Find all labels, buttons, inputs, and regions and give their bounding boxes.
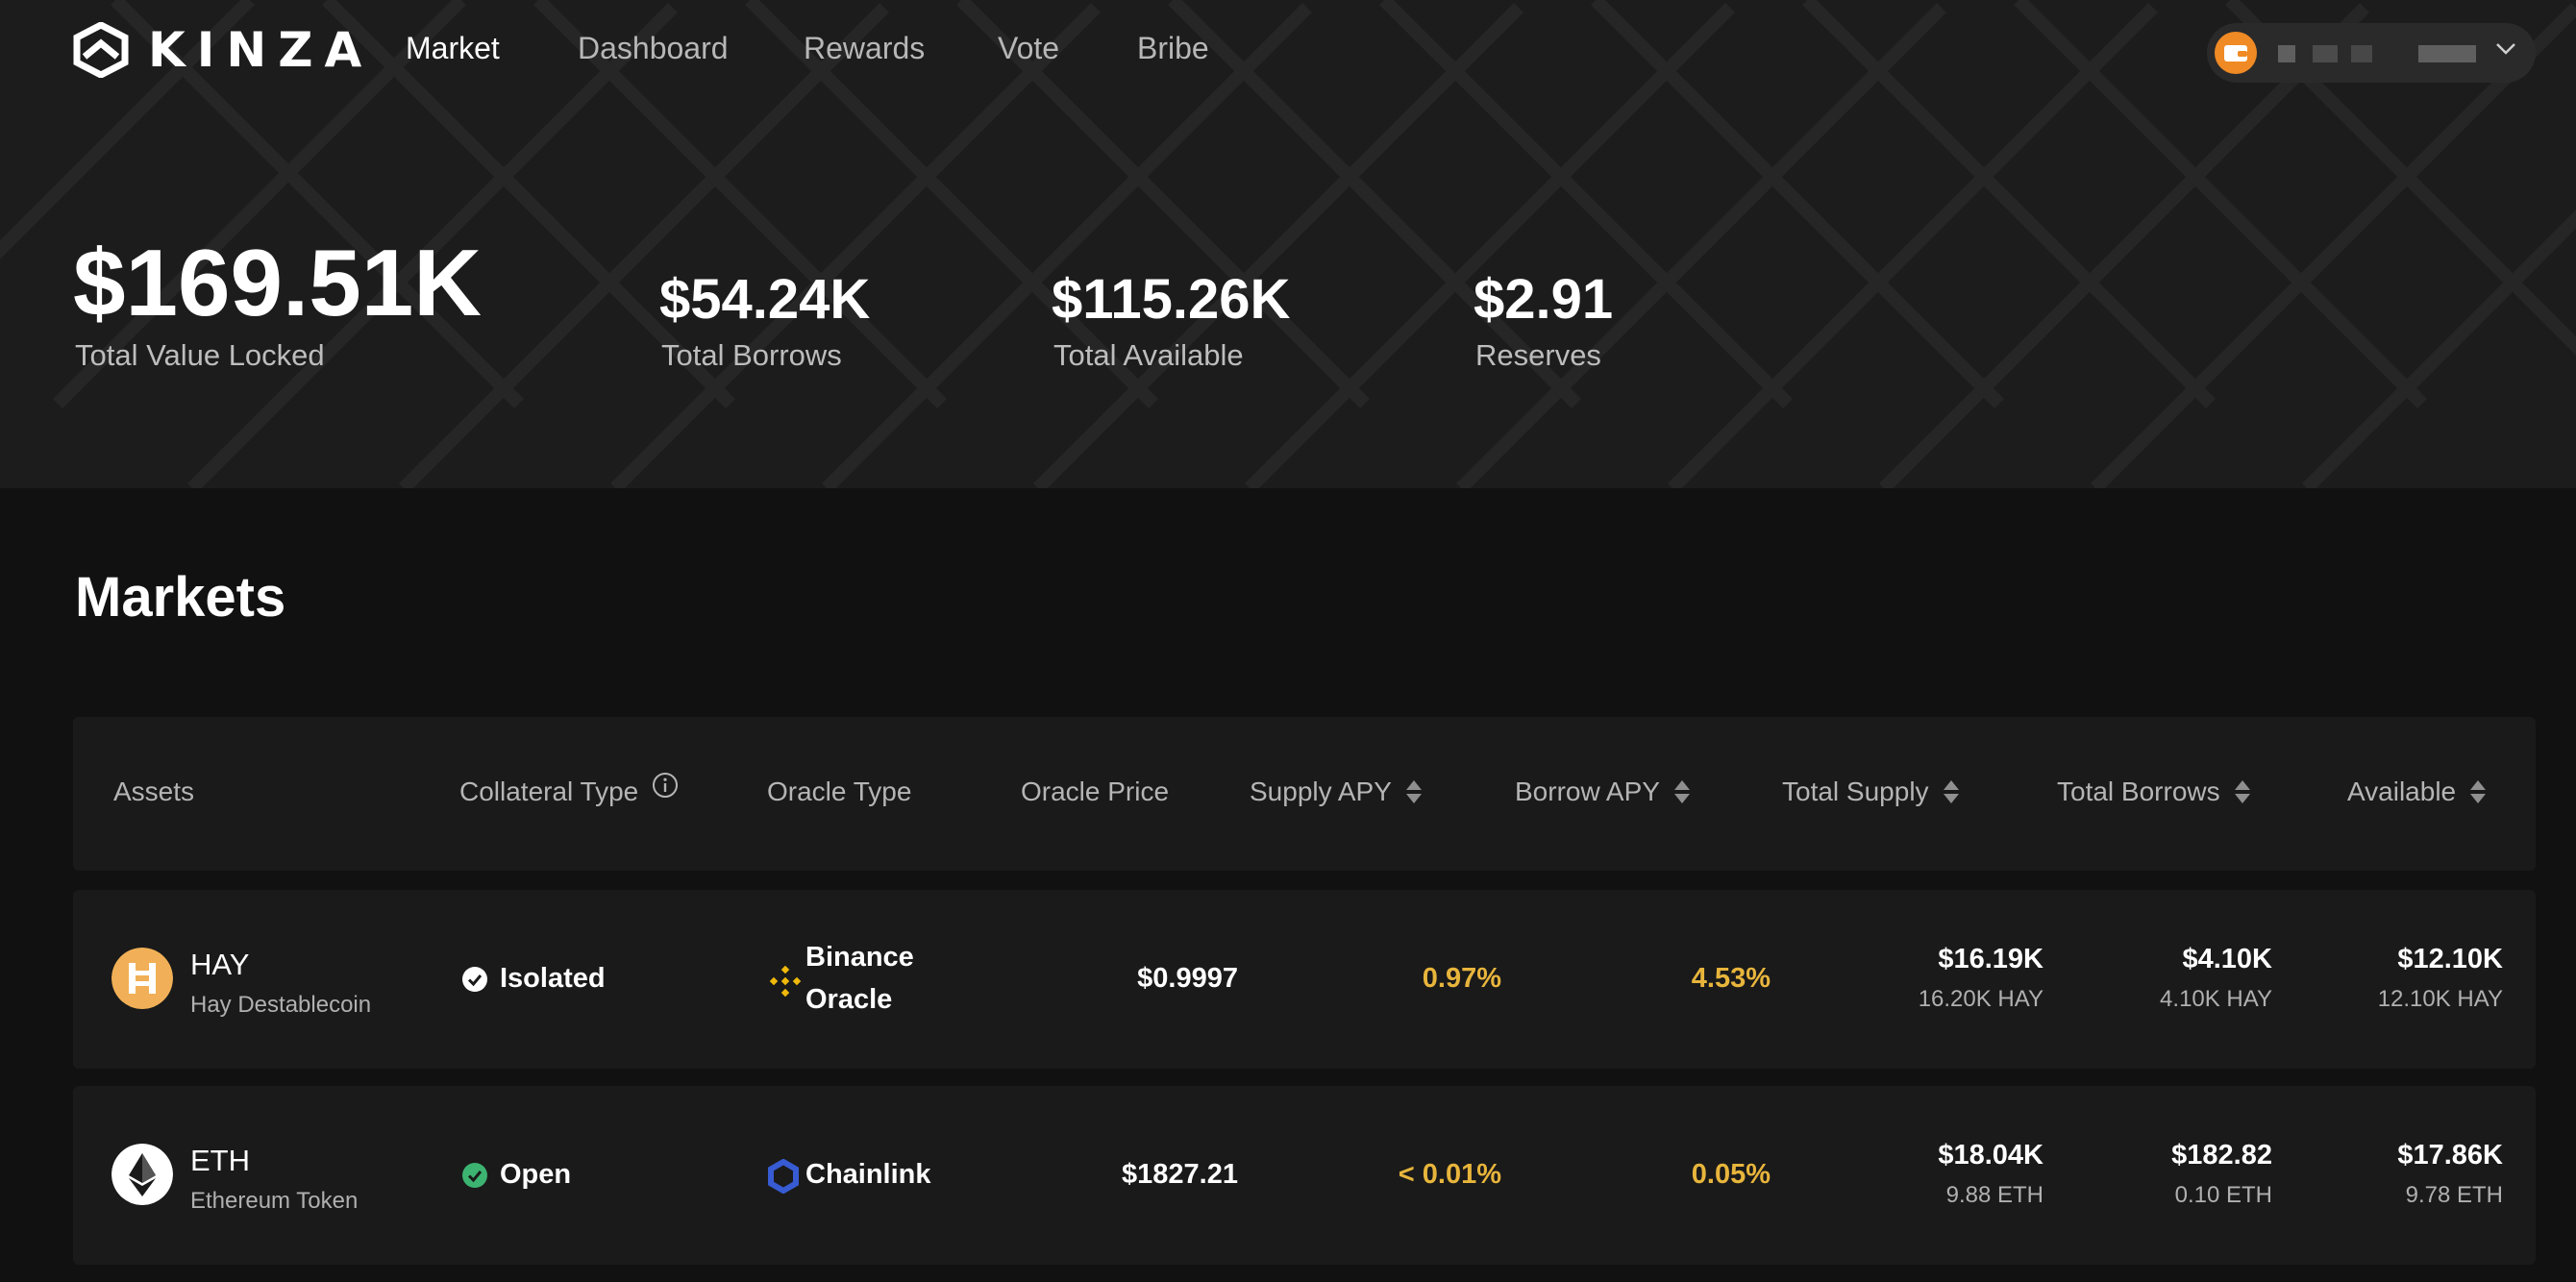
supply-apy: < 0.01% [1398, 1159, 1501, 1190]
oracle-price: $1827.21 [1122, 1159, 1238, 1190]
oracle-price: $0.9997 [1137, 963, 1238, 994]
binance-logo-icon [769, 965, 802, 998]
collateral-type-label: Open [500, 1159, 572, 1190]
kinza-logo-icon [73, 22, 129, 78]
check-circle-icon [462, 1162, 487, 1188]
col-total-supply[interactable]: Total Supply [1782, 777, 1960, 807]
check-circle-icon [462, 966, 487, 992]
wallet-address-redacted [2274, 41, 2486, 64]
total-borrows-label: Total Borrows [661, 338, 842, 372]
collateral-type-label: Isolated [500, 963, 606, 994]
supply-apy: 0.97% [1422, 963, 1501, 994]
chainlink-logo-icon [768, 1159, 799, 1194]
oracle-type-line2: Oracle [805, 984, 893, 1015]
sort-icon [2470, 780, 2487, 803]
col-available[interactable]: Available [2347, 777, 2487, 807]
sort-icon [2234, 780, 2250, 803]
col-supply-apy[interactable]: Supply APY [1250, 777, 1423, 807]
available-usd: $17.86K [2397, 1140, 2503, 1171]
total-available-value: $115.26K [1052, 268, 1291, 331]
total-supply-usd: $18.04K [1938, 1140, 2043, 1171]
tvl-value: $169.51K [73, 230, 483, 335]
col-collateral-type: Collateral Type [459, 773, 679, 807]
hero-banner: KINZA Market Dashboard Rewards Vote Brib… [0, 0, 2576, 488]
asset-name: Ethereum Token [190, 1188, 359, 1214]
borrow-apy: 0.05% [1691, 1159, 1771, 1190]
available-usd: $12.10K [2397, 944, 2503, 974]
asset-symbol: HAY [190, 948, 250, 981]
col-supply-apy-label: Supply APY [1250, 777, 1392, 806]
total-borrows-token: 4.10K HAY [2160, 986, 2272, 1012]
available-token: 9.78 ETH [2405, 1182, 2503, 1208]
reserves-label: Reserves [1475, 338, 1601, 372]
hay-token-icon [111, 948, 173, 1009]
col-oracle-type: Oracle Type [767, 777, 912, 806]
table-row[interactable]: ETH Ethereum Token Open Chainlink $1827.… [73, 1086, 2536, 1265]
markets-table-header: Assets Collateral Type Oracle Type Oracl… [73, 717, 2536, 871]
wallet-button[interactable] [2207, 23, 2536, 83]
oracle-type-line1: Binance [805, 942, 914, 973]
available-token: 12.10K HAY [2377, 986, 2503, 1012]
sort-icon [1943, 780, 1959, 803]
info-icon[interactable] [652, 772, 679, 799]
wallet-icon [2215, 32, 2257, 74]
asset-symbol: ETH [190, 1144, 250, 1177]
tvl-label: Total Value Locked [75, 338, 325, 372]
total-available-label: Total Available [1053, 338, 1244, 372]
nav-market[interactable]: Market [406, 31, 500, 65]
eth-token-icon [111, 1144, 173, 1205]
col-available-label: Available [2347, 777, 2457, 806]
total-borrows-value: $54.24K [659, 268, 871, 331]
brand-name: KINZA [148, 22, 374, 78]
reserves-value: $2.91 [1474, 268, 1614, 331]
table-row[interactable]: HAY Hay Destablecoin Isolated Binance Or… [73, 890, 2536, 1069]
col-total-borrows[interactable]: Total Borrows [2057, 777, 2251, 807]
col-oracle-price: Oracle Price [1021, 777, 1170, 806]
nav-dashboard[interactable]: Dashboard [578, 31, 729, 65]
total-borrows-usd: $4.10K [2182, 944, 2272, 974]
total-borrows-usd: $182.82 [2171, 1140, 2272, 1171]
col-assets: Assets [113, 777, 195, 806]
top-nav: KINZA Market Dashboard Rewards Vote Brib… [0, 0, 2576, 106]
sort-icon [1405, 780, 1422, 803]
markets-title: Markets [75, 566, 286, 629]
oracle-type-line1: Chainlink [805, 1159, 931, 1190]
total-supply-usd: $16.19K [1938, 944, 2043, 974]
col-borrow-apy[interactable]: Borrow APY [1515, 777, 1691, 807]
col-total-supply-label: Total Supply [1782, 777, 1929, 806]
collateral-type: Open [461, 1159, 571, 1191]
chevron-down-icon [2496, 43, 2515, 55]
total-borrows-token: 0.10 ETH [2174, 1182, 2272, 1208]
asset-name: Hay Destablecoin [190, 992, 372, 1018]
col-total-borrows-label: Total Borrows [2057, 777, 2220, 806]
nav-vote[interactable]: Vote [998, 31, 1060, 65]
total-supply-token: 9.88 ETH [1945, 1182, 2043, 1208]
hero-pattern [0, 0, 2576, 488]
col-borrow-apy-label: Borrow APY [1515, 777, 1660, 806]
borrow-apy: 4.53% [1691, 963, 1771, 994]
collateral-type: Isolated [461, 963, 606, 995]
total-supply-token: 16.20K HAY [1918, 986, 2043, 1012]
col-collateral-type-label: Collateral Type [459, 777, 639, 806]
brand-logo[interactable]: KINZA [73, 22, 373, 78]
nav-bribe[interactable]: Bribe [1137, 31, 1209, 65]
nav-rewards[interactable]: Rewards [804, 31, 926, 65]
sort-icon [1673, 780, 1690, 803]
